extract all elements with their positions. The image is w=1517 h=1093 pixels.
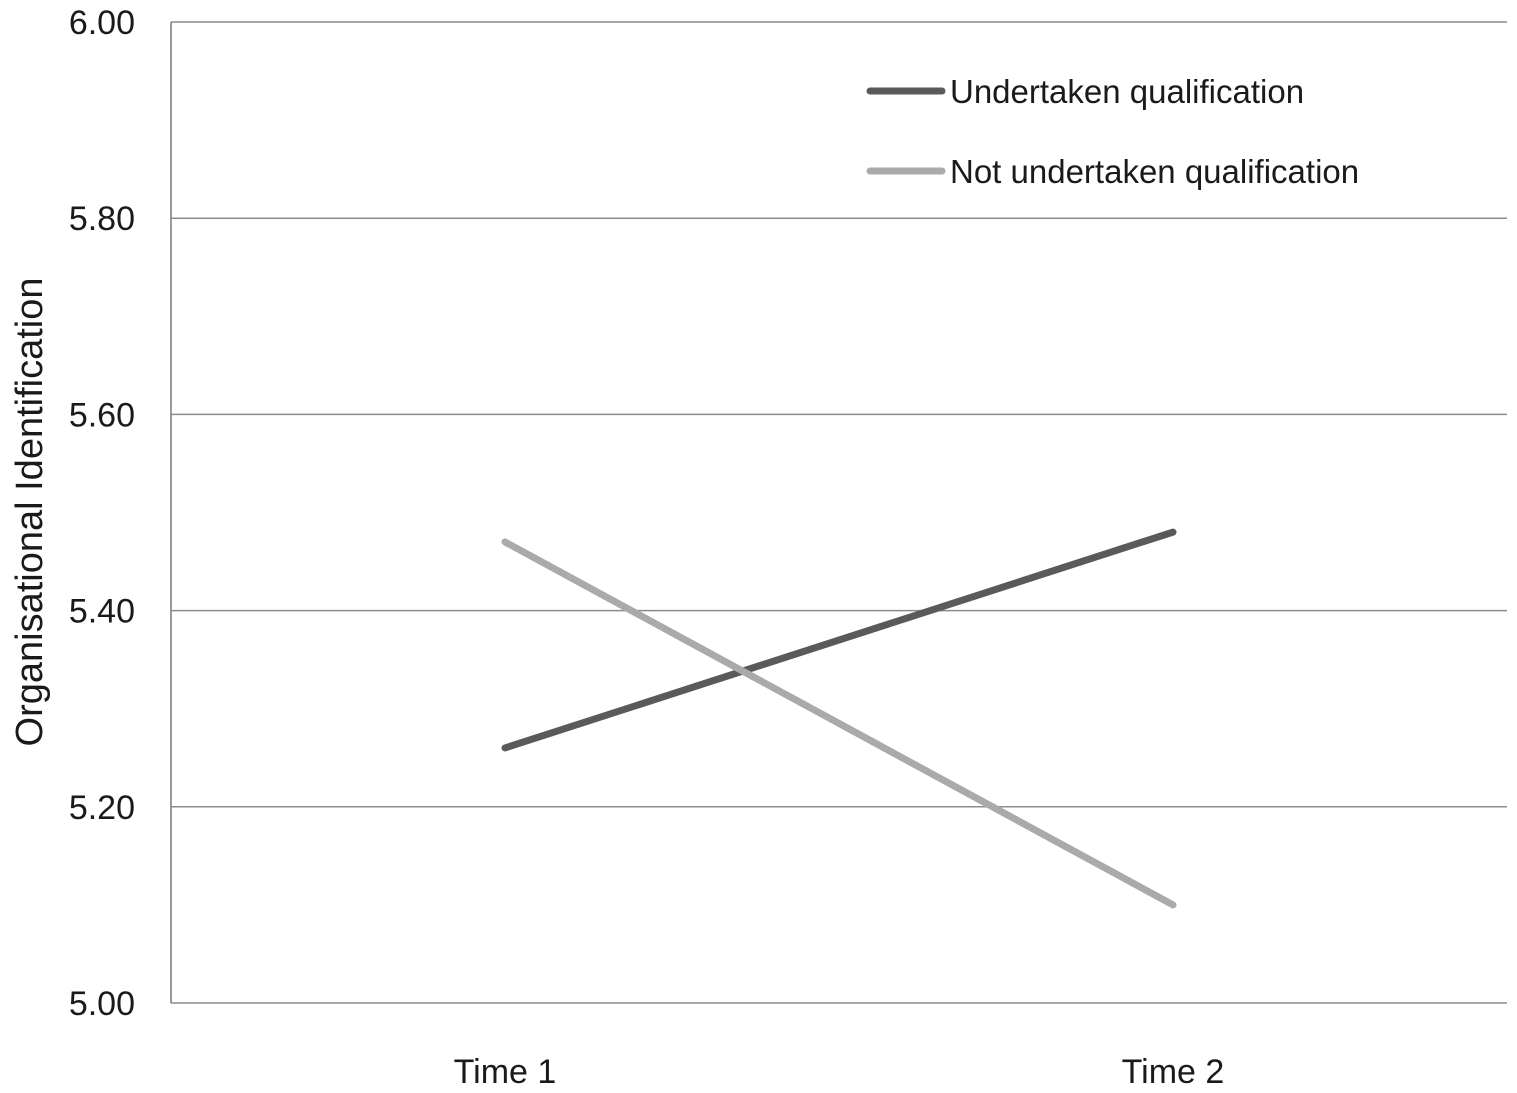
- legend-label: Undertaken qualification: [950, 73, 1304, 110]
- y-tick-label: 5.40: [69, 593, 135, 631]
- y-tick-label: 5.00: [69, 985, 135, 1023]
- series-lines: [501, 528, 1177, 909]
- y-axis-title: Organisational Identification: [9, 278, 51, 747]
- series-line-1: [501, 528, 1177, 752]
- x-tick-label: Time 2: [1122, 1053, 1225, 1091]
- y-tick-label: 6.00: [69, 4, 135, 42]
- legend-label: Not undertaken qualification: [950, 153, 1359, 190]
- y-tick-label: 5.20: [69, 789, 135, 827]
- series-line-2: [501, 538, 1177, 909]
- y-tick-label: 5.80: [69, 200, 135, 238]
- legend: Undertaken qualification Not undertaken q…: [866, 73, 1359, 190]
- gridlines: [171, 21, 1507, 1004]
- axes: 5.00 5.20 5.40 5.60 5.80 6.00 Time 1 Time 2: [69, 4, 1225, 1091]
- y-tick-label: 5.60: [69, 396, 135, 434]
- x-tick-label: Time 1: [454, 1053, 557, 1091]
